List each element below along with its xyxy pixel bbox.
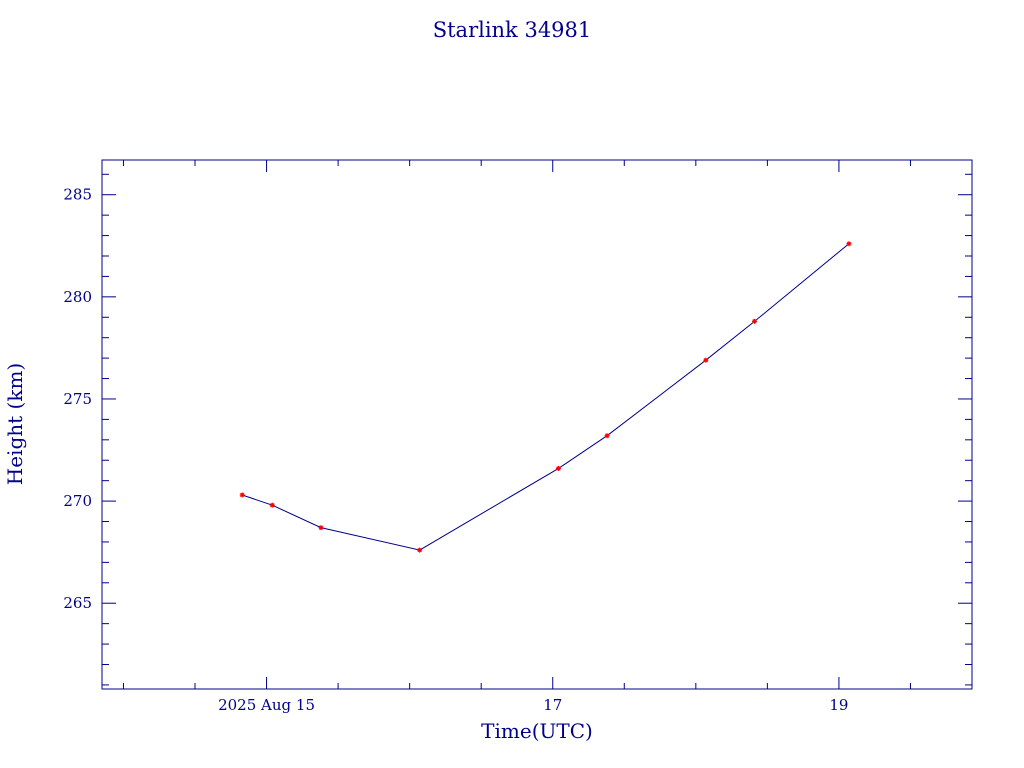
data-point	[604, 433, 610, 439]
y-tick-label: 270	[63, 492, 92, 510]
data-point	[752, 318, 757, 324]
tick-labels: 2025 Aug 15 17 19 265 270 275 280 285	[63, 186, 848, 714]
x-tick-label: 17	[543, 696, 562, 714]
data-point	[555, 465, 561, 471]
y-tick-label: 280	[63, 288, 92, 306]
y-tick-label: 265	[63, 594, 92, 612]
data-point	[703, 357, 709, 363]
y-axis-title: Height (km)	[3, 363, 27, 485]
series-line	[242, 243, 850, 551]
data-point	[417, 547, 423, 553]
x-axis-title: Time(UTC)	[481, 719, 593, 743]
y-tick-label: 285	[63, 186, 92, 204]
y-tick-label: 275	[63, 390, 92, 408]
data-point	[239, 492, 245, 498]
data-point	[846, 241, 852, 247]
data-point	[269, 502, 275, 508]
x-tick-label: 2025 Aug 15	[218, 696, 315, 714]
plot-frame	[101, 159, 973, 690]
axis-ticks	[102, 160, 972, 689]
chart-title: Starlink 34981	[433, 18, 592, 42]
data-markers	[239, 241, 852, 553]
x-tick-label: 19	[829, 696, 848, 714]
data-point	[318, 525, 324, 531]
